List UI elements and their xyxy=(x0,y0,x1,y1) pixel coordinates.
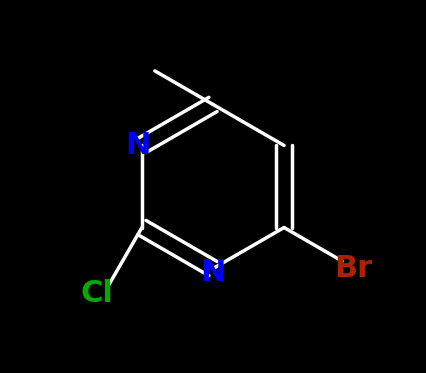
Text: N: N xyxy=(126,131,151,160)
Text: N: N xyxy=(200,258,226,287)
Text: Br: Br xyxy=(334,254,372,283)
Text: Cl: Cl xyxy=(81,279,114,308)
